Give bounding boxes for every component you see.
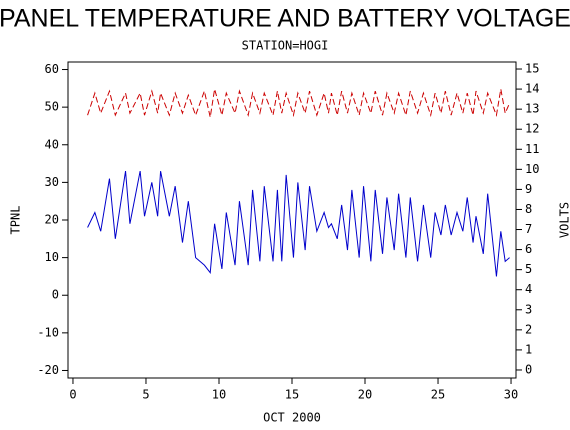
y-tick-label: -20 [37,363,59,377]
y2-tick-label: 1 [525,342,532,356]
x-tick-label: 15 [285,388,299,402]
y2-tick-label: 8 [525,202,532,216]
y-tick-label: 0 [52,288,59,302]
y2-tick-label: 6 [525,242,532,256]
x-tick-label: 5 [142,388,149,402]
x-tick-label: 30 [504,388,518,402]
y-tick-label: 30 [45,175,59,189]
y2-tick-label: 3 [525,302,532,316]
x-tick-label: 20 [358,388,372,402]
y-tick-label: -10 [37,325,59,339]
y2-tick-label: 0 [525,362,532,376]
y2-tick-label: 7 [525,222,532,236]
y2-tick-label: 9 [525,182,532,196]
y-axis-label: TPNL [9,206,23,235]
y-tick-label: 40 [45,137,59,151]
y-tick-label: 10 [45,250,59,264]
y-tick-label: 60 [45,62,59,76]
y2-tick-label: 4 [525,282,532,296]
series-line [87,170,510,277]
series-line [87,88,511,118]
y-tick-label: 20 [45,213,59,227]
y2-tick-label: 14 [525,82,539,96]
y2-tick-label: 11 [525,142,539,156]
y2-tick-label: 2 [525,322,532,336]
y2-tick-label: 13 [525,102,539,116]
x-axis-label: OCT 2000 [263,411,321,425]
y2-tick-label: 10 [525,162,539,176]
y2-tick-label: 12 [525,122,539,136]
x-tick-label: 25 [431,388,445,402]
x-tick-label: 0 [69,388,76,402]
chart-title: PANEL TEMPERATURE AND BATTERY VOLTAGE [0,5,570,33]
y-tick-label: 50 [45,100,59,114]
x-tick-label: 10 [212,388,226,402]
y2-tick-label: 5 [525,262,532,276]
y2-axis-label: VOLTS [558,202,570,238]
y2-tick-label: 15 [525,62,539,76]
chart-subtitle: STATION=HOGI [242,39,329,53]
